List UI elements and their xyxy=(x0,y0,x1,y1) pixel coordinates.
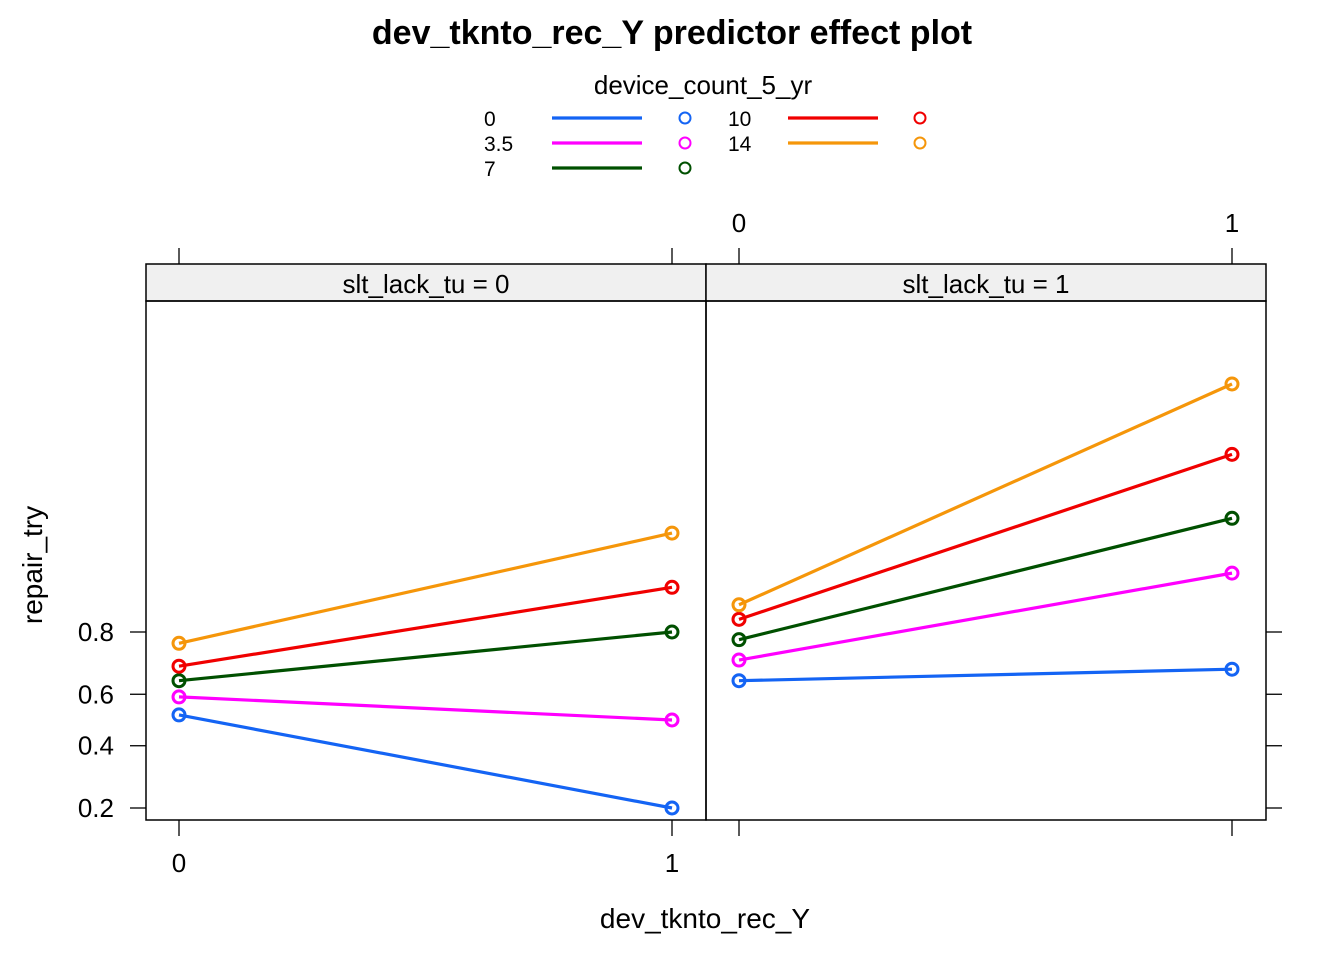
point-p0-s4-0 xyxy=(171,635,187,651)
panel-strip-label-0: slt_lack_tu = 0 xyxy=(343,269,510,299)
point-p0-s2-1 xyxy=(664,624,680,640)
point-p1-s3-1 xyxy=(1224,446,1240,462)
point-p0-s3-0 xyxy=(171,658,187,674)
y-tick-label-1: 0.4 xyxy=(78,731,114,761)
point-p1-s4-0 xyxy=(731,597,747,613)
panel-frame-0 xyxy=(145,300,707,821)
point-p1-s2-0 xyxy=(731,632,747,648)
x-tick-label-bottom-1: 1 xyxy=(665,848,679,878)
legend-label-4: 14 xyxy=(728,133,752,156)
series-line-p0-s3 xyxy=(178,585,673,668)
panel-0: slt_lack_tu = 0 xyxy=(145,263,707,821)
x-tick-label-bottom-0: 0 xyxy=(172,848,186,878)
legend-marker-2 xyxy=(678,161,692,175)
series-line-p1-s3 xyxy=(738,452,1233,621)
point-p0-s3-1 xyxy=(664,579,680,595)
chart-title: dev_tknto_rec_Y predictor effect plot xyxy=(372,14,972,52)
point-p1-s3-0 xyxy=(731,611,747,627)
legend-label-3: 10 xyxy=(728,108,751,131)
series-line-p0-s1 xyxy=(178,695,673,722)
point-p1-s1-1 xyxy=(1224,565,1240,581)
series-line-p1-s2 xyxy=(738,516,1233,642)
y-tick-label-3: 0.8 xyxy=(78,617,114,647)
legend-marker-4 xyxy=(913,136,927,150)
series-line-p1-s1 xyxy=(738,571,1233,662)
legend-title: device_count_5_yr xyxy=(594,70,813,100)
point-p0-s4-1 xyxy=(664,525,680,541)
y-tick-label-0: 0.2 xyxy=(78,793,114,823)
y-axis-label: repair_try xyxy=(17,506,48,624)
x-tick-label-top-0: 0 xyxy=(732,208,746,238)
x-axis-label: dev_tknto_rec_Y xyxy=(600,903,810,934)
series-line-p1-s4 xyxy=(738,382,1233,607)
y-tick-label-2: 0.6 xyxy=(78,679,114,709)
panels: slt_lack_tu = 0 slt_lack_tu = 1 xyxy=(145,263,1267,821)
point-p1-s1-0 xyxy=(731,652,747,668)
legend-marker-0 xyxy=(678,111,692,125)
series-line-p1-s0 xyxy=(738,667,1233,683)
point-p0-s1-0 xyxy=(171,689,187,705)
point-p1-s0-1 xyxy=(1224,661,1240,677)
legend-label-1: 3.5 xyxy=(484,133,513,156)
axes: 0.2 0.4 0.6 0.8 0 0 1 1 xyxy=(78,208,1282,878)
legend-label-0: 0 xyxy=(484,108,496,131)
legend-marker-1 xyxy=(678,136,692,150)
series-line-p0-s2 xyxy=(178,630,673,683)
legend-marker-3 xyxy=(913,111,927,125)
legend-label-2: 7 xyxy=(484,158,496,181)
point-p1-s4-1 xyxy=(1224,376,1240,392)
point-p0-s0-1 xyxy=(664,800,680,816)
series-line-p0-s4 xyxy=(178,531,673,645)
x-tick-label-top-1: 1 xyxy=(1225,208,1239,238)
point-p0-s0-0 xyxy=(171,707,187,723)
series-line-p0-s0 xyxy=(178,713,673,810)
panel-frame-1 xyxy=(705,300,1267,821)
point-p0-s2-0 xyxy=(171,673,187,689)
panel-strip-label-1: slt_lack_tu = 1 xyxy=(903,269,1070,299)
point-p1-s0-0 xyxy=(731,673,747,689)
point-p0-s1-1 xyxy=(664,712,680,728)
panel-1: slt_lack_tu = 1 xyxy=(705,263,1267,821)
point-p1-s2-1 xyxy=(1224,510,1240,526)
